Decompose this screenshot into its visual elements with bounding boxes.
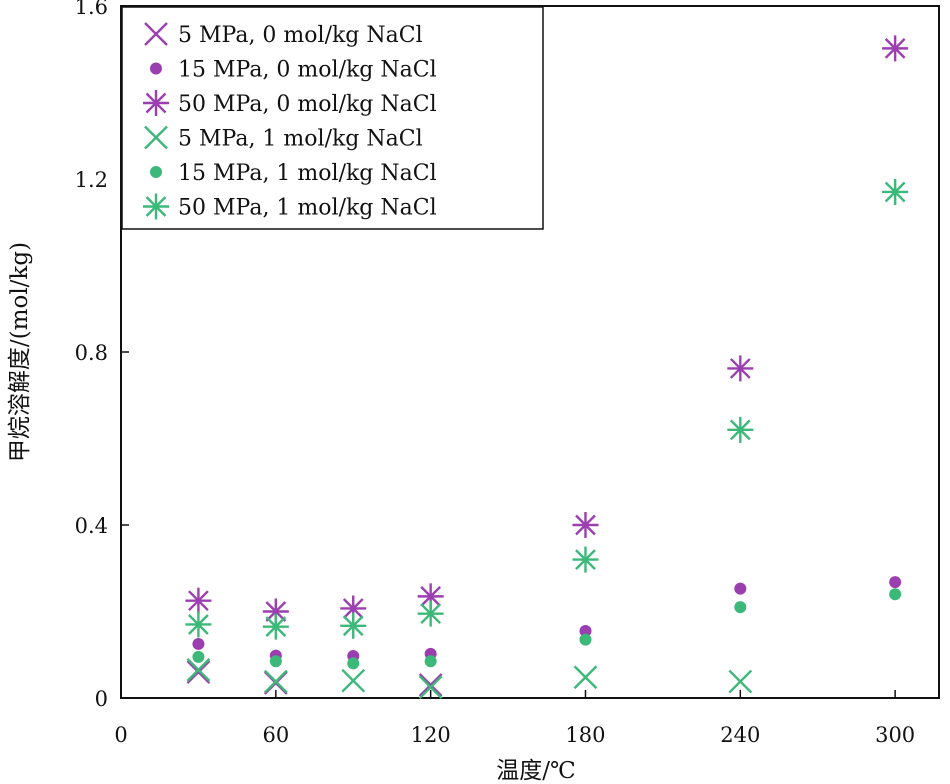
data-point (340, 612, 367, 639)
legend-label: 15 MPa, 1 mol/kg NaCl (178, 161, 437, 186)
data-point (263, 669, 288, 694)
legend: 5 MPa, 0 mol/kg NaCl 15 MPa, 0 mol/kg NaC… (121, 6, 544, 230)
data-point (734, 582, 747, 595)
legend-label: 50 MPa, 1 mol/kg NaCl (178, 196, 437, 221)
data-point (728, 669, 753, 694)
data-point (418, 675, 443, 700)
legend-marker (143, 90, 169, 116)
data-point (579, 633, 592, 646)
data-point (347, 657, 360, 670)
legend-label: 5 MPa, 1 mol/kg NaCl (178, 127, 423, 152)
legend-box (121, 6, 544, 230)
data-point (417, 600, 444, 627)
legend-label: 5 MPa, 0 mol/kg NaCl (178, 23, 423, 48)
data-point (341, 668, 366, 693)
legend-marker (144, 22, 168, 46)
data-point (882, 178, 909, 205)
data-point (192, 637, 205, 650)
data-point (579, 624, 592, 637)
data-point (262, 613, 289, 640)
x-tick-label: 180 (565, 723, 605, 747)
data-point (186, 660, 211, 684)
data-point (185, 611, 212, 638)
data-point (418, 673, 443, 697)
data-point (269, 655, 282, 668)
legend-label: 15 MPa, 0 mol/kg NaCl (178, 58, 437, 83)
data-point (573, 665, 598, 690)
data-point (572, 512, 599, 538)
data-point (186, 658, 211, 682)
data-point (727, 355, 754, 382)
data-point (727, 416, 754, 443)
y-tick-label: 0.4 (75, 514, 108, 538)
x-axis-title: 温度/℃ (496, 758, 575, 784)
x-tick-label: 240 (720, 723, 760, 747)
x-tick-label: 60 (262, 723, 289, 747)
data-point (572, 546, 599, 573)
legend-label: 50 MPa, 0 mol/kg NaCl (178, 92, 437, 117)
legend-marker (144, 125, 168, 150)
x-tick-label: 300 (875, 723, 915, 747)
x-tick-label: 120 (411, 723, 451, 747)
data-point (424, 655, 437, 668)
data-point (417, 583, 444, 610)
y-tick-label: 0 (95, 687, 108, 711)
data-point (734, 601, 747, 614)
axis-ticks: 0 60 120 180 240 300 0 0.4 0.8 1.2 1.6 (75, 0, 916, 747)
y-tick-label: 1.2 (75, 168, 108, 192)
y-tick-label: 1.6 (75, 0, 108, 19)
data-point (185, 587, 212, 614)
y-tick-label: 0.8 (75, 341, 108, 365)
y-axis-title: 甲烷溶解度/(mol/kg) (7, 242, 33, 462)
legend-marker (150, 166, 162, 178)
data-point (192, 650, 205, 663)
data-points (185, 35, 909, 700)
data-point (882, 35, 909, 62)
data-point (262, 598, 289, 625)
legend-marker (143, 193, 169, 220)
data-point (889, 576, 902, 589)
data-point (889, 588, 902, 601)
x-tick-label: 0 (114, 723, 127, 747)
legend-marker (150, 62, 162, 75)
